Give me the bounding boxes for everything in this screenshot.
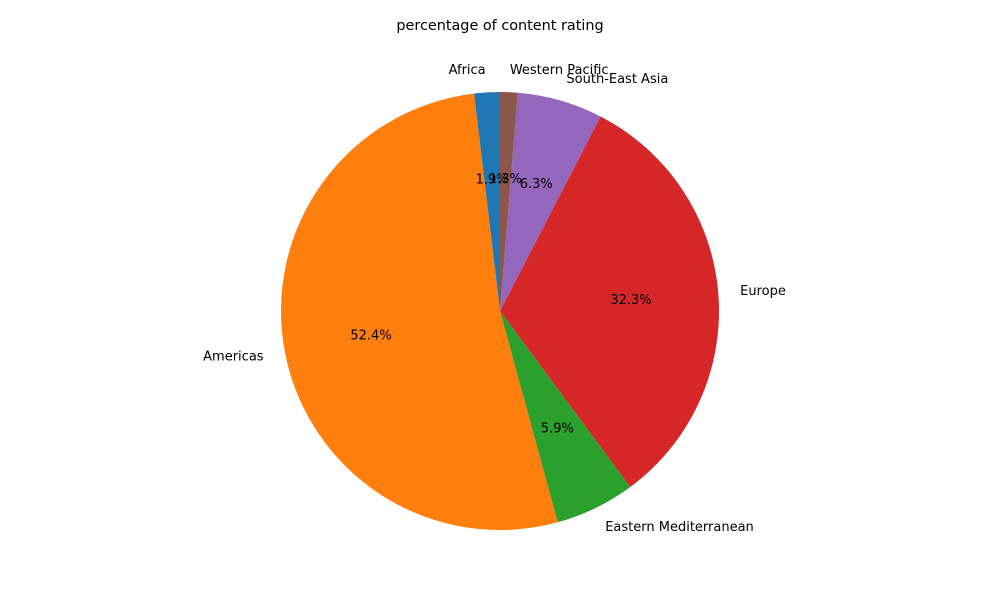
pie-slice-europe [500,116,719,488]
pct-label-western-pacific: 1.3% [489,172,522,187]
category-label-americas: Americas [203,350,264,365]
pct-label-south-east-asia: 6.3% [520,177,553,192]
category-label-europe: Europe [740,284,786,299]
pct-label-eastern-mediterranean: 5.9% [541,422,574,437]
pie-slice-africa [473,92,500,311]
percentage-labels: 1.9% 52.4% 5.9% 32.3% 6.3%1.3% [350,172,651,436]
pie-slice-south-east-asia [500,92,601,312]
category-label-south-east-asia: South-East Asia [566,72,668,87]
pct-label-americas: 52.4% [350,329,391,344]
pie-slices [280,92,719,531]
category-label-western-pacific: Western Pacific [510,63,609,78]
chart-title: percentage of content rating [396,18,603,34]
pie-slice-western-pacific [500,92,518,311]
pct-label-africa: 1.9% [476,172,509,187]
pct-label-europe: 32.3% [610,293,651,308]
pie-slice-americas [280,93,558,531]
category-label-eastern-mediterranean: Eastern Mediterranean [605,520,754,535]
pie-slice-eastern-mediterranean [500,311,631,523]
category-labels: Africa Americas Eastern Mediterranean Europ… [203,63,786,535]
category-label-africa: Africa [449,63,486,78]
